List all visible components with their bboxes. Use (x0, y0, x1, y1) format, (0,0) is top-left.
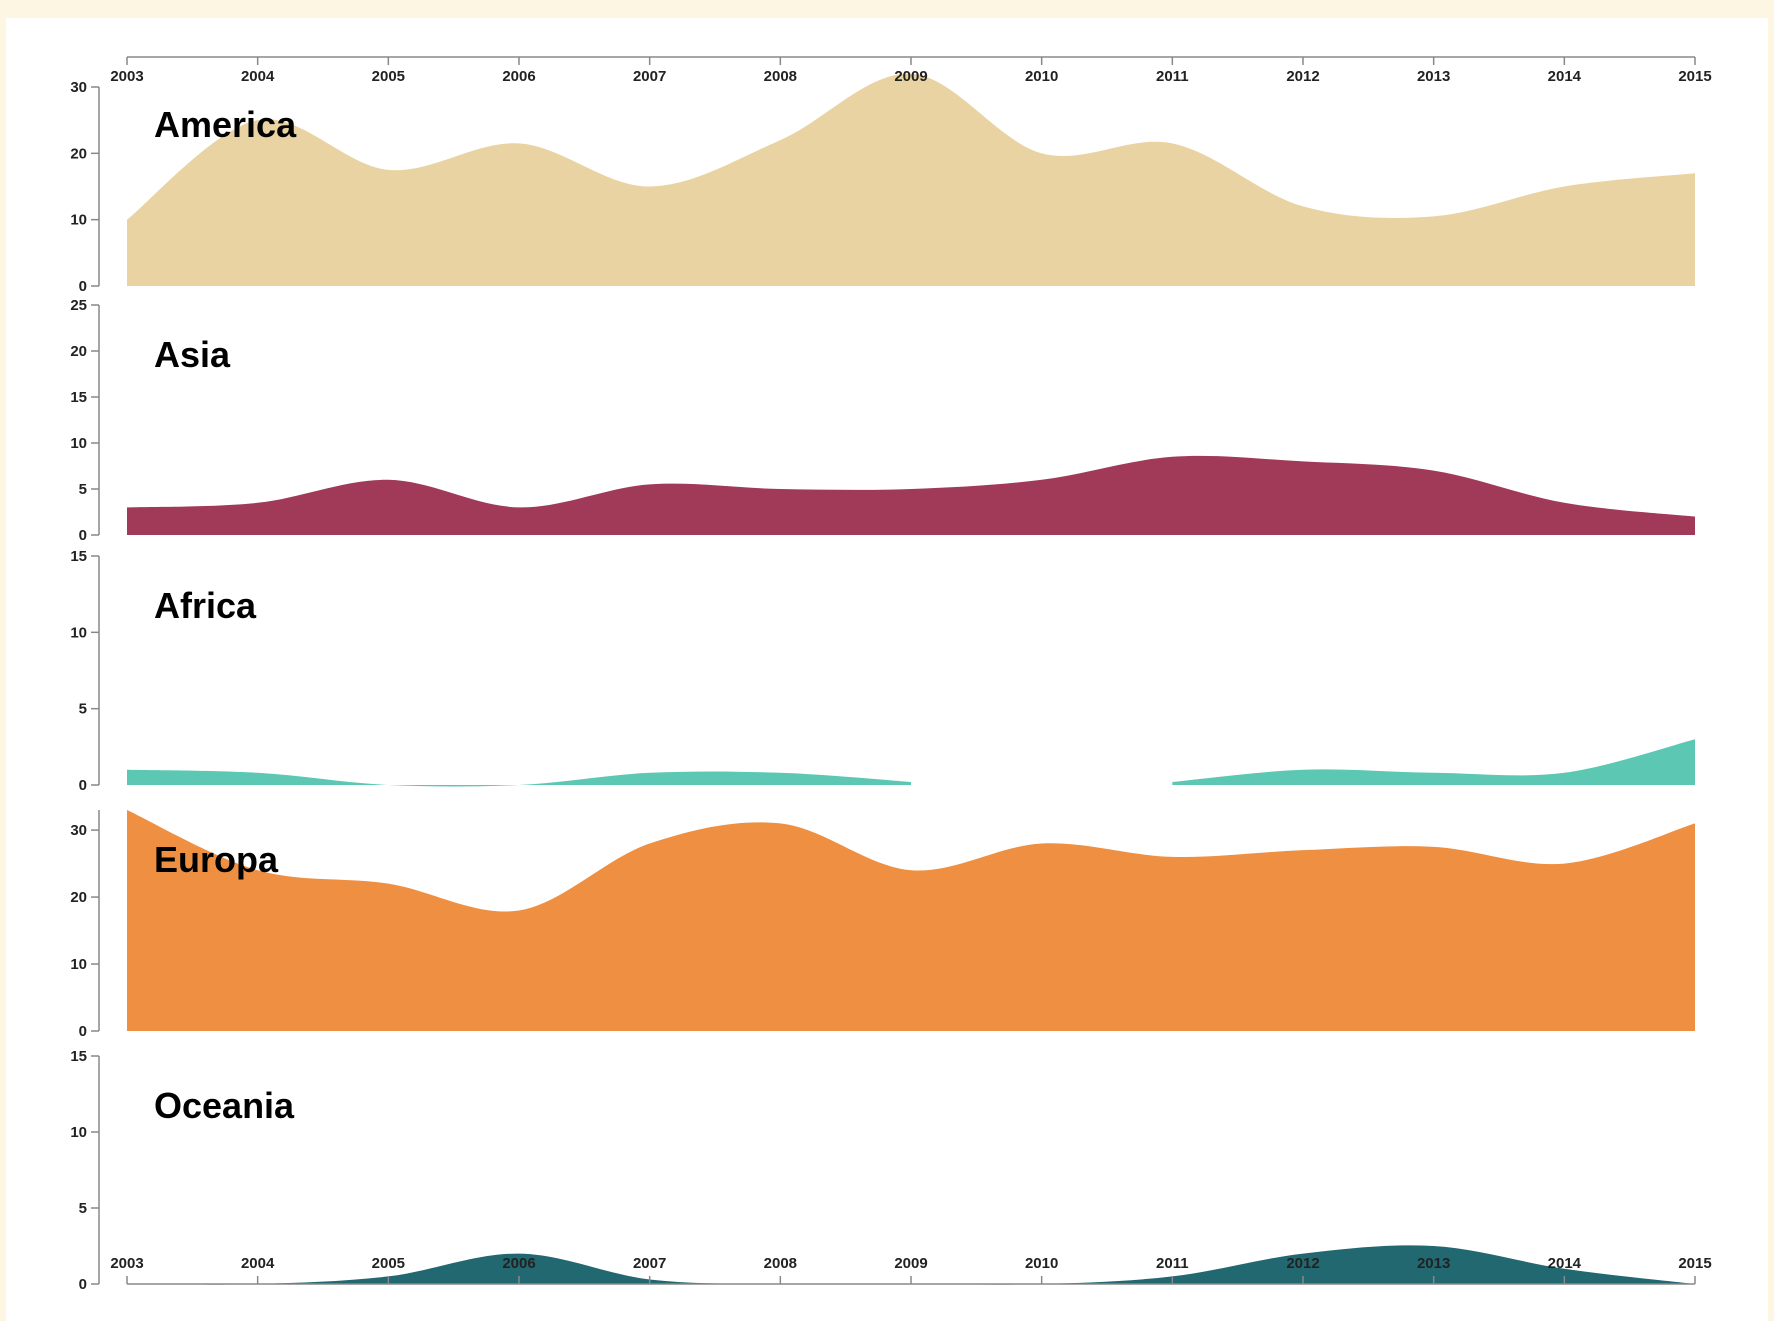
x-axis-top-label-2015: 2015 (1678, 68, 1711, 85)
title-america: America (154, 104, 297, 145)
y-tick-label-asia-5: 5 (79, 481, 87, 498)
x-axis-bottom-label-2009: 2009 (894, 1255, 927, 1272)
y-tick-label-oceania-15: 15 (70, 1048, 87, 1065)
title-africa: Africa (154, 585, 257, 626)
x-axis-top-label-2007: 2007 (633, 68, 666, 85)
y-tick-label-europa-0: 0 (79, 1023, 87, 1040)
x-axis-top-label-2011: 2011 (1156, 68, 1189, 85)
x-axis-top-label-2005: 2005 (372, 68, 405, 85)
y-axis-america: 0 10 20 30 (70, 79, 100, 295)
y-tick-label-america-30: 30 (70, 79, 87, 96)
area-america (127, 73, 1695, 287)
y-axis-asia: 0 5 10 15 20 25 (70, 297, 100, 544)
x-axis-bottom-label-2003: 2003 (110, 1255, 143, 1272)
y-tick-label-oceania-5: 5 (79, 1200, 87, 1217)
title-oceania: Oceania (154, 1085, 295, 1126)
y-tick-label-europa-10: 10 (70, 956, 87, 973)
x-axis-bottom-label-2011: 2011 (1156, 1255, 1189, 1272)
x-axis-bottom-label-2007: 2007 (633, 1255, 666, 1272)
y-tick-label-africa-0: 0 (79, 777, 87, 794)
y-tick-label-america-20: 20 (70, 145, 87, 162)
x-axis-bottom-label-2015: 2015 (1678, 1255, 1711, 1272)
x-axis-top-label-2003: 2003 (110, 68, 143, 85)
y-tick-label-america-10: 10 (70, 212, 87, 229)
x-axis-top-label-2012: 2012 (1286, 68, 1319, 85)
x-axis-bottom-label-2005: 2005 (372, 1255, 405, 1272)
year-axis-layer: 2003 2004 2005 2006 2007 2008 2009 2010 2011 2012… (110, 56, 1712, 1285)
series-asia (127, 455, 1695, 535)
x-axis-bottom: 2003 2004 2005 2006 2007 2008 2009 2010 2011 2012… (110, 1255, 1712, 1285)
x-axis-top-label-2004: 2004 (241, 68, 275, 85)
x-axis-bottom-label-2006: 2006 (502, 1255, 535, 1272)
y-axis-europa: 0 10 20 30 (70, 810, 100, 1040)
x-axis-bottom-label-2010: 2010 (1025, 1255, 1058, 1272)
y-tick-label-asia-0: 0 (79, 527, 87, 544)
x-axis-bottom-label-2013: 2013 (1417, 1255, 1450, 1272)
x-axis-top-label-2006: 2006 (502, 68, 535, 85)
y-tick-label-asia-10: 10 (70, 435, 87, 452)
x-axis-top-label-2010: 2010 (1025, 68, 1058, 85)
y-tick-label-oceania-10: 10 (70, 1124, 87, 1141)
x-axis-bottom-label-2012: 2012 (1286, 1255, 1319, 1272)
y-tick-label-asia-25: 25 (70, 297, 87, 314)
x-axis-bottom-label-2004: 2004 (241, 1255, 275, 1272)
y-tick-label-africa-15: 15 (70, 548, 87, 565)
title-europa: Europa (154, 839, 279, 880)
x-axis-top: 2003 2004 2005 2006 2007 2008 2009 2010 2011 2012… (110, 56, 1712, 85)
x-axis-bottom-label-2014: 2014 (1548, 1255, 1582, 1272)
title-asia: Asia (154, 334, 231, 375)
y-tick-label-africa-10: 10 (70, 624, 87, 641)
y-tick-label-europa-30: 30 (70, 822, 87, 839)
y-tick-label-europa-20: 20 (70, 889, 87, 906)
y-tick-label-oceania-0: 0 (79, 1276, 87, 1293)
x-axis-top-label-2013: 2013 (1417, 68, 1450, 85)
x-axis-bottom-label-2008: 2008 (764, 1255, 797, 1272)
y-tick-label-asia-20: 20 (70, 343, 87, 360)
x-axis-top-label-2009: 2009 (894, 68, 927, 85)
series-europa (127, 810, 1695, 1031)
series-america (127, 73, 1695, 287)
area-asia (127, 455, 1695, 535)
x-axis-top-label-2014: 2014 (1548, 68, 1582, 85)
y-tick-label-america-0: 0 (79, 278, 87, 295)
y-axis-oceania: 0 5 10 15 (70, 1048, 100, 1293)
area-africa (127, 769, 911, 787)
area-oceania (127, 1245, 1695, 1285)
x-axis-top-label-2008: 2008 (764, 68, 797, 85)
stacked-area-small-multiples: 0 10 20 30 0 5 10 15 20 25 0 5 10 15 0 10 20 30 0 5 10 15 200… (70, 56, 1712, 1293)
area-europa (127, 810, 1695, 1031)
axis-layer: 0 10 20 30 0 5 10 15 20 25 0 5 10 15 0 10 20 30 0 5 10 15 (70, 79, 100, 1293)
series-oceania (127, 1245, 1695, 1285)
chart-card: 0 10 20 30 0 5 10 15 20 25 0 5 10 15 0 10 20 30 0 5 10 15 200… (6, 18, 1768, 1321)
series-africa (127, 739, 1695, 787)
title-layer: America Asia Africa Europa Oceania (154, 104, 297, 1126)
y-tick-label-asia-15: 15 (70, 389, 87, 406)
series-layer (127, 73, 1695, 1285)
y-axis-africa: 0 5 10 15 (70, 548, 100, 794)
y-tick-label-africa-5: 5 (79, 701, 87, 718)
area-africa (1172, 739, 1695, 785)
